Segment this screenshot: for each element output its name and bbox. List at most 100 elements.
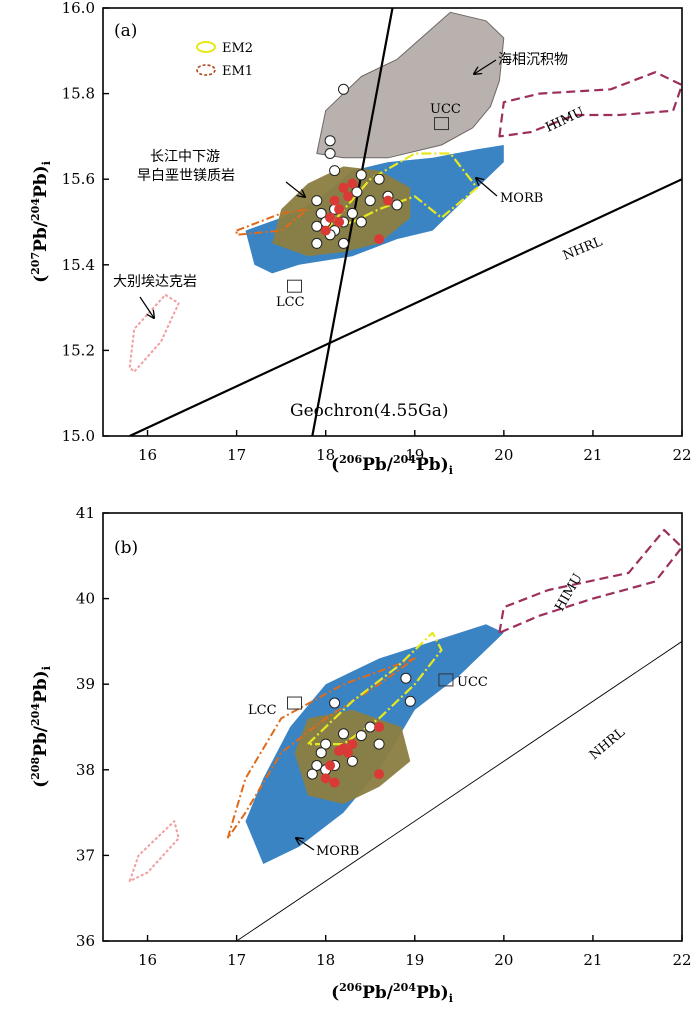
dabie-adakite-arrow <box>139 296 154 318</box>
panel-b-plot-area <box>128 528 682 941</box>
ycjm-label-line1: 长江中下游 <box>150 149 220 165</box>
nhrl-label-b: NHRL <box>587 725 628 763</box>
legend-em2-label: EM2 <box>222 41 253 56</box>
open-circle-point-b-3 <box>338 728 349 740</box>
panel-b-label: (b) <box>114 538 138 558</box>
ycjm-label-line2: 早白垩世镁质岩 <box>137 168 235 184</box>
filled-circle-point-a-9 <box>383 195 393 206</box>
filled-circle-point-b-7 <box>374 722 385 732</box>
panel-a-ticks: 16 17 18 19 20 21 22 15.0 15.2 15.4 15.6 15.8 16.0 <box>62 0 692 464</box>
field-em2-b <box>306 631 443 746</box>
ucc-box-a <box>433 117 449 131</box>
x-tick-label-a-2: 18 <box>316 446 335 464</box>
y-tick-label-a-4: 15.8 <box>62 85 95 103</box>
geochron-label: Geochron(4.55Ga) <box>290 401 449 421</box>
y-tick-label-b-4: 40 <box>76 590 95 608</box>
panel-a-y-axis-title: (207Pb/204Pb)i <box>29 161 53 283</box>
x-tick-label-a-5: 21 <box>583 446 602 464</box>
open-circle-point-b-10 <box>306 768 318 780</box>
open-circle-point-a-2 <box>324 148 336 159</box>
panel-a-x-axis-title: (206Pb/204Pb)i <box>331 453 453 477</box>
lcc-label-b: LCC <box>248 703 277 718</box>
legend-em2-swatch <box>196 41 216 53</box>
x-tick-label-a-6: 22 <box>672 446 691 464</box>
morb-arrow-b <box>296 838 315 851</box>
open-circle-point-a-11 <box>338 237 349 249</box>
panel-a: 16 17 18 19 20 21 22 15.0 15.2 15.4 15.6 15.8 16.0 (… <box>29 0 692 477</box>
x-tick-label-a-4: 20 <box>494 446 513 464</box>
open-circle-point-a-17 <box>391 199 403 211</box>
filled-circle-point-b-6 <box>329 777 340 788</box>
filled-circle-point-a-5 <box>325 212 336 223</box>
open-circle-point-b-1 <box>400 672 412 684</box>
panel-a-frame <box>102 7 683 437</box>
x-tick-label-a-3: 19 <box>405 446 424 464</box>
open-circle-point-b-9 <box>311 760 323 771</box>
x-tick-label-a-0: 16 <box>138 446 157 464</box>
filled-circle-point-b-2 <box>343 747 353 758</box>
open-circle-point-b-2 <box>404 695 416 707</box>
y-tick-label-a-2: 15.4 <box>62 256 95 274</box>
nhrl-line-a <box>129 178 682 436</box>
open-circle-point-b-8 <box>315 747 327 759</box>
panel-b-x-axis-title: (206Pb/204Pb)i <box>331 981 453 1005</box>
morb-label-a: MORB <box>500 191 543 206</box>
open-circle-point-a-0 <box>338 83 349 95</box>
ycjm-arrow <box>285 181 305 197</box>
panel-b: 16 17 18 19 20 21 22 36 37 38 39 40 41 (b) LCC UCC H… <box>29 504 692 1005</box>
field-dabie-adakite-a <box>128 293 180 373</box>
lcc-box-a <box>287 279 303 293</box>
field-himu-b <box>498 528 682 634</box>
open-circle-point-a-20 <box>311 220 323 232</box>
filled-circle-point-a-1 <box>347 178 358 189</box>
filled-circle-point-b-3 <box>334 746 345 756</box>
himu-label-a: HIMU <box>543 105 586 136</box>
open-circle-point-b-5 <box>364 721 376 733</box>
field-em2-a <box>324 152 479 232</box>
morb-label-b: MORB <box>316 844 359 859</box>
x-tick-label-b-5: 21 <box>583 951 602 969</box>
x-tick-label-b-1: 17 <box>227 951 246 969</box>
field-himu-a <box>498 71 682 138</box>
panel-b-frame <box>102 512 683 942</box>
open-circle-point-b-7 <box>320 738 332 750</box>
open-circle-point-a-4 <box>311 195 323 207</box>
field-em1-a <box>235 208 309 236</box>
open-circle-point-a-15 <box>373 173 385 185</box>
lcc-label-a: LCC <box>276 295 305 310</box>
y-tick-label-b-3: 39 <box>76 675 95 693</box>
open-circle-point-a-5 <box>315 207 327 219</box>
legend: EM2 EM1 <box>196 41 253 79</box>
y-tick-label-b-1: 37 <box>76 846 95 864</box>
panel-a-lines <box>129 8 682 436</box>
geochron-line-a <box>311 8 394 436</box>
x-tick-label-b-2: 18 <box>316 951 335 969</box>
open-circle-point-b-6 <box>373 738 385 750</box>
panel-a-plot-area <box>128 8 682 436</box>
y-tick-label-a-3: 15.6 <box>62 170 95 188</box>
open-circle-point-a-10 <box>355 216 367 228</box>
x-tick-label-a-1: 17 <box>227 446 246 464</box>
nhrl-label-a: NHRL <box>561 234 605 263</box>
open-circle-point-b-4 <box>355 730 367 742</box>
morb-arrow-a <box>476 178 498 197</box>
himu-label-b: HIMU <box>552 571 585 614</box>
filled-circle-point-b-4 <box>325 760 336 771</box>
x-tick-label-b-3: 19 <box>405 951 424 969</box>
panel-b-points <box>306 672 416 788</box>
ucc-box-b <box>438 673 454 687</box>
filled-circle-point-a-2 <box>343 191 353 202</box>
nhrl-line-b <box>236 641 682 941</box>
panel-a-points <box>311 83 403 249</box>
panel-b-lines <box>236 641 682 941</box>
open-circle-point-a-14 <box>364 195 376 207</box>
field-em1-b <box>226 657 416 840</box>
filled-circle-point-a-8 <box>374 234 385 245</box>
field-dabie-adakite-b <box>128 820 180 883</box>
open-circle-point-b-12 <box>346 755 358 767</box>
filled-circle-point-a-3 <box>329 195 340 206</box>
filled-circle-point-b-8 <box>374 769 385 780</box>
y-tick-label-b-0: 36 <box>76 932 95 950</box>
